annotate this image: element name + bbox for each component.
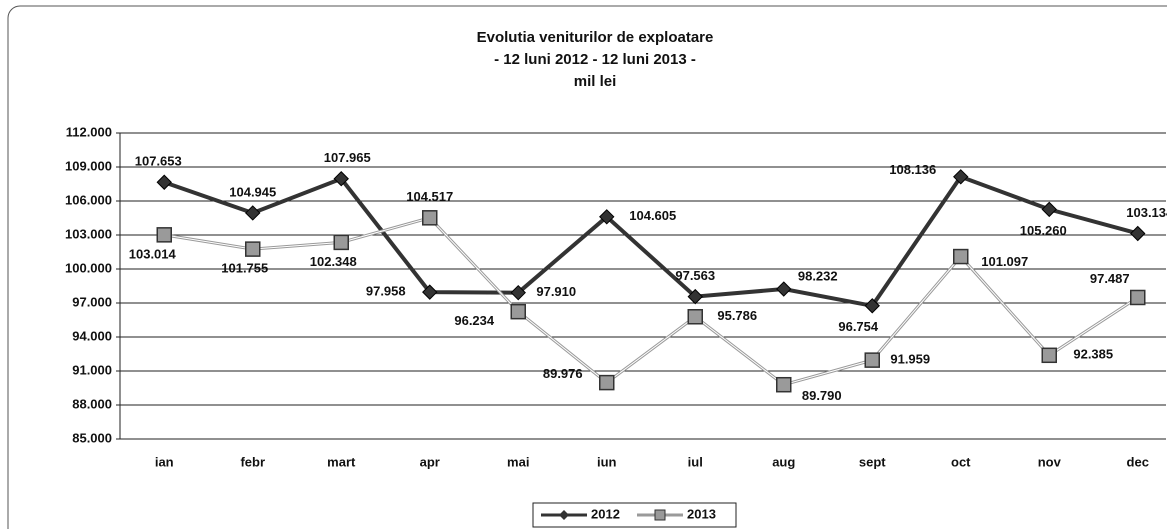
point-marker — [156, 227, 172, 243]
point-marker — [687, 309, 703, 325]
point-marker — [510, 303, 526, 320]
y-tick-label: 106.000 — [65, 192, 112, 207]
point-marker — [333, 234, 349, 251]
x-tick-label: iun — [597, 454, 617, 469]
data-label: 101.097 — [981, 254, 1028, 269]
x-tick-label: nov — [1038, 454, 1062, 469]
data-label: 97.958 — [366, 284, 406, 299]
x-tick-label: febr — [240, 454, 265, 469]
x-tick-label: iul — [688, 454, 703, 469]
y-tick-label: 91.000 — [72, 362, 112, 377]
series-line — [163, 174, 1139, 308]
y-tick-label: 103.000 — [65, 226, 112, 241]
x-tick-label: mart — [327, 454, 356, 469]
x-tick-label: aug — [772, 454, 795, 469]
point-marker — [599, 209, 615, 225]
data-label: 103.014 — [129, 246, 177, 261]
point-marker — [1130, 225, 1146, 242]
data-label: 101.755 — [221, 261, 268, 276]
point-marker — [953, 248, 969, 265]
data-label: 89.790 — [802, 388, 842, 403]
data-label: 104.945 — [229, 184, 276, 199]
point-marker — [156, 174, 172, 190]
x-tick-label: oct — [951, 454, 971, 469]
data-label: 96.754 — [838, 319, 879, 334]
y-tick-label: 94.000 — [72, 328, 112, 343]
point-marker — [953, 169, 969, 185]
x-tick-label: mai — [507, 454, 529, 469]
legend-label: 2012 — [591, 506, 620, 521]
point-marker — [687, 288, 703, 305]
y-tick-label: 88.000 — [72, 396, 112, 411]
data-label: 95.786 — [717, 308, 757, 323]
data-label: 98.232 — [798, 268, 838, 283]
point-marker — [510, 284, 526, 301]
point-marker — [333, 171, 349, 187]
data-label: 92.385 — [1073, 347, 1113, 362]
point-marker — [599, 374, 615, 391]
data-label: 107.653 — [135, 154, 182, 169]
point-marker — [422, 284, 438, 300]
data-label: 97.563 — [675, 268, 715, 283]
data-label: 96.234 — [454, 313, 495, 328]
legend-label: 2013 — [687, 506, 716, 521]
data-label: 91.959 — [890, 352, 930, 367]
series-line — [164, 216, 1139, 387]
x-tick-label: ian — [155, 454, 174, 469]
x-tick-label: apr — [420, 454, 440, 469]
chart-subtitle: - 12 luni 2012 - 12 luni 2013 - — [494, 51, 696, 68]
y-tick-label: 112.000 — [66, 124, 112, 139]
y-tick-label: 97.000 — [72, 294, 112, 309]
point-marker — [776, 281, 792, 297]
y-tick-label: 85.000 — [72, 430, 112, 445]
point-marker — [245, 241, 261, 257]
chart-unit: mil lei — [574, 73, 617, 90]
data-label: 104.605 — [629, 208, 676, 223]
data-label: 89.976 — [543, 366, 583, 381]
data-label: 107.965 — [324, 150, 371, 165]
data-label: 102.348 — [310, 254, 357, 269]
point-marker — [776, 376, 792, 393]
point-marker — [864, 298, 880, 314]
point-marker — [1130, 289, 1146, 306]
legend-marker — [559, 510, 569, 520]
x-tick-label: dec — [1127, 454, 1149, 469]
point-marker — [422, 210, 438, 226]
y-tick-label: 109.000 — [65, 158, 112, 173]
data-label: 105.260 — [1020, 223, 1067, 238]
chart-title: Evolutia veniturilor de exploatare — [477, 29, 714, 46]
point-marker — [864, 352, 880, 368]
legend-marker — [654, 509, 666, 521]
x-tick-label: sept — [859, 454, 886, 469]
point-marker — [1041, 201, 1057, 218]
data-label: 104.517 — [406, 189, 453, 204]
data-label: 97.910 — [536, 284, 576, 299]
data-label: 103.134 — [1126, 205, 1167, 220]
y-tick-label: 100.000 — [65, 260, 112, 275]
data-label: 108.136 — [889, 162, 936, 177]
chart-frame — [7, 5, 1167, 529]
point-marker — [245, 205, 261, 221]
series-line-inner — [164, 217, 1139, 386]
data-label: 97.487 — [1090, 271, 1130, 286]
point-marker — [1041, 347, 1057, 364]
